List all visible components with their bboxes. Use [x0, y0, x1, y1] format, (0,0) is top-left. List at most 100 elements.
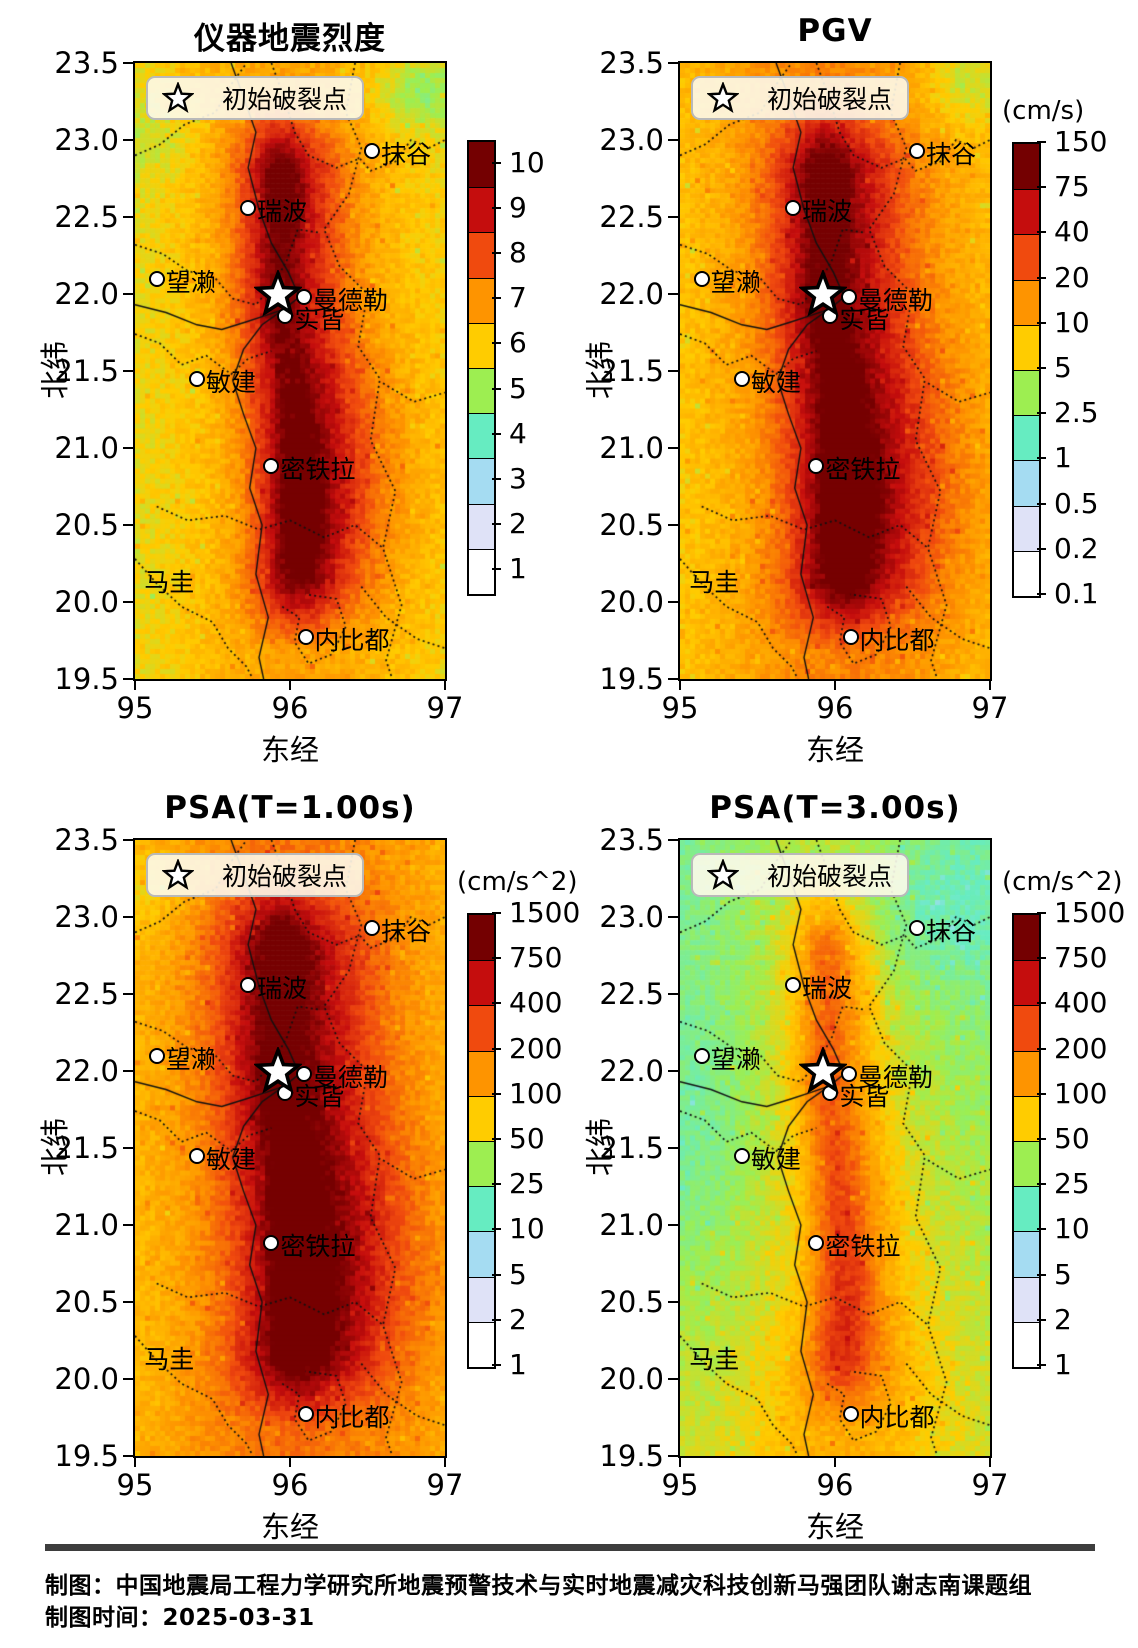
city-label: 抹谷 — [381, 139, 432, 169]
epicenter-star-icon — [252, 268, 303, 318]
y-tick-mark — [123, 1070, 134, 1073]
y-tick-label: 20.0 — [599, 585, 664, 619]
colorbar-segment — [1014, 1186, 1039, 1232]
colorbar-segment — [1014, 1005, 1039, 1051]
colorbar-segment — [469, 1140, 494, 1187]
colorbar-tick-mark — [492, 387, 501, 390]
credit-date: 制图时间：2025-03-31 — [45, 1605, 315, 1631]
colorbar-segment — [1014, 324, 1039, 370]
x-tick-label: 95 — [661, 1468, 699, 1502]
city-marker — [840, 1066, 857, 1083]
colorbar-tick-mark — [1037, 276, 1046, 279]
city-label: 实皆 — [839, 1081, 890, 1111]
colorbar-segment — [1014, 279, 1039, 325]
colorbar-tick-mark — [1037, 1318, 1046, 1321]
legend-initial-rupture-point: 初始破裂点 — [691, 76, 909, 120]
colorbar-tick-label: 150 — [1054, 125, 1108, 158]
colorbar-tick-label: 2.5 — [1054, 396, 1099, 430]
colorbar-tick-label: 2 — [1054, 1302, 1072, 1336]
colorbar-psa3 — [1012, 913, 1041, 1369]
y-tick-mark — [123, 839, 134, 842]
colorbar-tick-label: 50 — [509, 1122, 545, 1155]
y-tick-mark — [123, 447, 134, 450]
y-tick-label: 23.0 — [599, 900, 664, 934]
heatmap-canvas — [135, 840, 445, 1456]
colorbar-segment — [469, 915, 494, 961]
colorbar-tick-label: 2 — [509, 507, 527, 541]
y-tick-label: 21.5 — [54, 1131, 119, 1165]
city-label: 实皆 — [294, 304, 345, 334]
colorbar-tick-mark — [1037, 457, 1046, 460]
colorbar-tick-mark — [1037, 1228, 1046, 1231]
y-tick-label: 21.5 — [599, 1131, 664, 1165]
colorbar-tick-mark — [492, 478, 501, 480]
city-label: 抹谷 — [926, 916, 977, 946]
city-label: 望濑 — [710, 1044, 761, 1074]
heatmap-canvas — [135, 63, 445, 679]
colorbar-segment — [469, 413, 494, 459]
y-tick-label: 20.0 — [54, 585, 119, 619]
star-icon — [706, 80, 740, 114]
colorbar-tick-label: 750 — [1054, 941, 1108, 975]
panel-title: PSA(T=3.00s) — [709, 790, 961, 826]
star-icon — [161, 80, 195, 114]
city-marker — [240, 976, 257, 993]
y-tick-mark — [123, 993, 134, 996]
city-label: 望濑 — [710, 267, 761, 297]
y-tick-mark — [123, 293, 134, 296]
colorbar-tick-mark — [492, 1228, 501, 1231]
city-marker — [734, 1147, 750, 1164]
city-marker — [148, 1047, 165, 1064]
x-tick-mark — [678, 679, 682, 690]
city-marker — [263, 458, 280, 475]
colorbar-tick-mark — [1037, 321, 1046, 324]
x-tick-mark — [443, 1456, 447, 1467]
x-tick-label: 97 — [426, 1468, 464, 1502]
colorbar-tick-mark — [492, 1138, 501, 1140]
colorbar-segment — [1014, 505, 1039, 551]
city-label: 敏建 — [751, 1144, 802, 1174]
colorbar-tick-label: 50 — [1054, 1122, 1090, 1155]
panel-title: PSA(T=1.00s) — [164, 790, 416, 826]
city-label: 曼德勒 — [857, 286, 933, 316]
colorbar-tick-label: 7 — [509, 281, 527, 315]
city-label: 瑞波 — [802, 196, 853, 226]
divider-line — [45, 1544, 1095, 1551]
city-marker — [808, 1235, 825, 1252]
y-tick-label: 19.5 — [54, 662, 119, 696]
colorbar-segment — [1014, 550, 1039, 596]
city-marker — [734, 370, 750, 387]
y-tick-label: 20.5 — [599, 508, 664, 542]
x-tick-label: 97 — [971, 1468, 1009, 1502]
legend-label: 初始破裂点 — [767, 85, 893, 114]
x-tick-label: 97 — [426, 691, 464, 725]
city-label: 内比都 — [859, 626, 935, 656]
colorbar-tick-mark — [492, 1318, 501, 1321]
credit-text: 制图：中国地震局工程力学研究所地震预警技术与实时地震减灾科技创新马强团队谢志南课… — [45, 1573, 1032, 1599]
city-label: 敏建 — [206, 367, 257, 397]
y-tick-label: 20.0 — [599, 1362, 664, 1396]
colorbar-tick-label: 25 — [509, 1167, 545, 1201]
y-tick-label: 19.5 — [599, 1439, 664, 1473]
y-tick-mark — [123, 1378, 134, 1381]
x-tick-mark — [133, 679, 137, 690]
y-tick-mark — [668, 1147, 679, 1150]
y-tick-label: 19.5 — [599, 662, 664, 696]
legend-label: 初始破裂点 — [767, 862, 893, 891]
x-tick-label: 96 — [271, 1468, 309, 1502]
y-tick-label: 23.0 — [599, 123, 664, 157]
colorbar-intensity — [467, 140, 496, 596]
colorbar-tick-label: 100 — [509, 1076, 563, 1110]
legend-initial-rupture-point: 初始破裂点 — [691, 853, 909, 897]
colorbar-tick-mark — [492, 1183, 501, 1186]
colorbar-segment — [1014, 1231, 1039, 1277]
colorbar-tick-mark — [1037, 367, 1046, 369]
colorbar-tick-mark — [1037, 912, 1046, 914]
colorbar-unit: (cm/s^2) — [1002, 867, 1123, 897]
city-label: 内比都 — [314, 1403, 390, 1433]
colorbar-tick-label: 5 — [509, 1257, 527, 1291]
colorbar-tick-label: 5 — [509, 371, 527, 405]
colorbar-tick-mark — [1037, 1183, 1046, 1186]
city-label: 瑞波 — [257, 973, 308, 1003]
colorbar-tick-label: 0.5 — [1054, 486, 1099, 520]
